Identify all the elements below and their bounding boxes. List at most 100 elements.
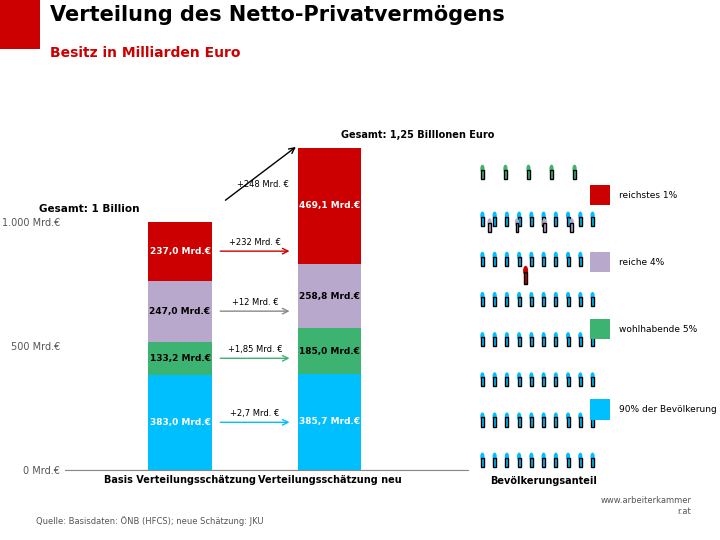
Text: wohlhabende 5%: wohlhabende 5% [619,325,697,334]
FancyBboxPatch shape [542,217,545,226]
Circle shape [554,293,557,299]
Circle shape [542,413,545,420]
Bar [148,375,212,470]
Circle shape [591,293,594,299]
Circle shape [530,253,533,259]
Text: Gesamt: 1,25 Billlonen Euro: Gesamt: 1,25 Billlonen Euro [341,130,495,140]
Circle shape [493,373,496,380]
Bar [298,328,361,374]
FancyBboxPatch shape [579,457,582,467]
FancyBboxPatch shape [530,256,533,266]
Text: Verteilung des Netto-Privatvermögens: Verteilung des Netto-Privatvermögens [50,5,505,25]
Circle shape [505,413,508,420]
FancyBboxPatch shape [518,417,521,427]
FancyBboxPatch shape [591,217,594,226]
Circle shape [567,253,570,259]
Text: 90% der Bevölkerung: 90% der Bevölkerung [619,405,716,414]
Bar [298,374,361,470]
Text: Besitz in Milliarden Euro: Besitz in Milliarden Euro [50,46,241,60]
Circle shape [518,212,521,219]
Circle shape [530,333,533,340]
FancyBboxPatch shape [505,217,508,226]
Circle shape [573,165,576,172]
Circle shape [493,413,496,420]
Bar [590,400,610,420]
FancyBboxPatch shape [505,337,508,346]
Circle shape [554,333,557,340]
Circle shape [542,373,545,380]
FancyBboxPatch shape [481,417,484,427]
Text: Gesamt: 1 Billion: Gesamt: 1 Billion [39,204,139,214]
FancyBboxPatch shape [554,217,557,226]
FancyBboxPatch shape [542,297,545,306]
Circle shape [567,454,570,460]
Circle shape [481,413,484,420]
FancyBboxPatch shape [505,377,508,387]
Circle shape [518,253,521,259]
Circle shape [579,212,582,219]
Circle shape [493,293,496,299]
FancyBboxPatch shape [481,377,484,387]
FancyBboxPatch shape [542,377,545,387]
Text: +1,85 Mrd. €: +1,85 Mrd. € [228,345,282,354]
Text: reichstes 1%: reichstes 1% [619,191,678,200]
Text: Quelle: Basisdaten: ÖNB (HFCS); neue Schätzung: JKU: Quelle: Basisdaten: ÖNB (HFCS); neue Sch… [36,517,264,526]
FancyBboxPatch shape [567,377,570,387]
Circle shape [505,373,508,380]
Circle shape [481,454,484,460]
Bar [590,252,610,272]
FancyBboxPatch shape [493,256,496,266]
Circle shape [554,454,557,460]
FancyBboxPatch shape [518,337,521,346]
FancyBboxPatch shape [505,457,508,467]
Circle shape [530,373,533,380]
FancyBboxPatch shape [493,417,496,427]
Circle shape [554,413,557,420]
Circle shape [579,253,582,259]
FancyBboxPatch shape [481,170,484,179]
FancyBboxPatch shape [591,377,594,387]
Circle shape [579,454,582,460]
Circle shape [554,253,557,259]
Circle shape [567,333,570,340]
Circle shape [554,212,557,219]
Text: 185,0 Mrd.€: 185,0 Mrd.€ [300,347,360,356]
FancyBboxPatch shape [481,297,484,306]
Circle shape [518,293,521,299]
Circle shape [542,293,545,299]
FancyBboxPatch shape [504,170,507,179]
FancyBboxPatch shape [554,337,557,346]
Circle shape [493,454,496,460]
FancyBboxPatch shape [591,297,594,306]
Circle shape [550,165,553,172]
FancyBboxPatch shape [542,417,545,427]
Circle shape [505,253,508,259]
Circle shape [542,454,545,460]
FancyBboxPatch shape [542,457,545,467]
Circle shape [567,373,570,380]
FancyBboxPatch shape [579,297,582,306]
FancyBboxPatch shape [579,377,582,387]
Circle shape [493,253,496,259]
Circle shape [488,219,491,226]
Circle shape [527,165,530,172]
FancyBboxPatch shape [530,297,533,306]
Bar [590,185,610,205]
FancyBboxPatch shape [530,377,533,387]
Circle shape [516,219,518,226]
Text: 385,7 Mrd.€: 385,7 Mrd.€ [300,417,360,427]
FancyBboxPatch shape [530,457,533,467]
FancyBboxPatch shape [554,377,557,387]
FancyBboxPatch shape [481,256,484,266]
FancyBboxPatch shape [543,223,546,232]
Circle shape [567,413,570,420]
FancyBboxPatch shape [591,256,594,266]
Circle shape [567,212,570,219]
FancyBboxPatch shape [530,417,533,427]
FancyBboxPatch shape [579,337,582,346]
FancyBboxPatch shape [554,297,557,306]
Circle shape [530,293,533,299]
Circle shape [481,293,484,299]
Text: +2,7 Mrd. €: +2,7 Mrd. € [230,409,279,418]
Circle shape [579,333,582,340]
